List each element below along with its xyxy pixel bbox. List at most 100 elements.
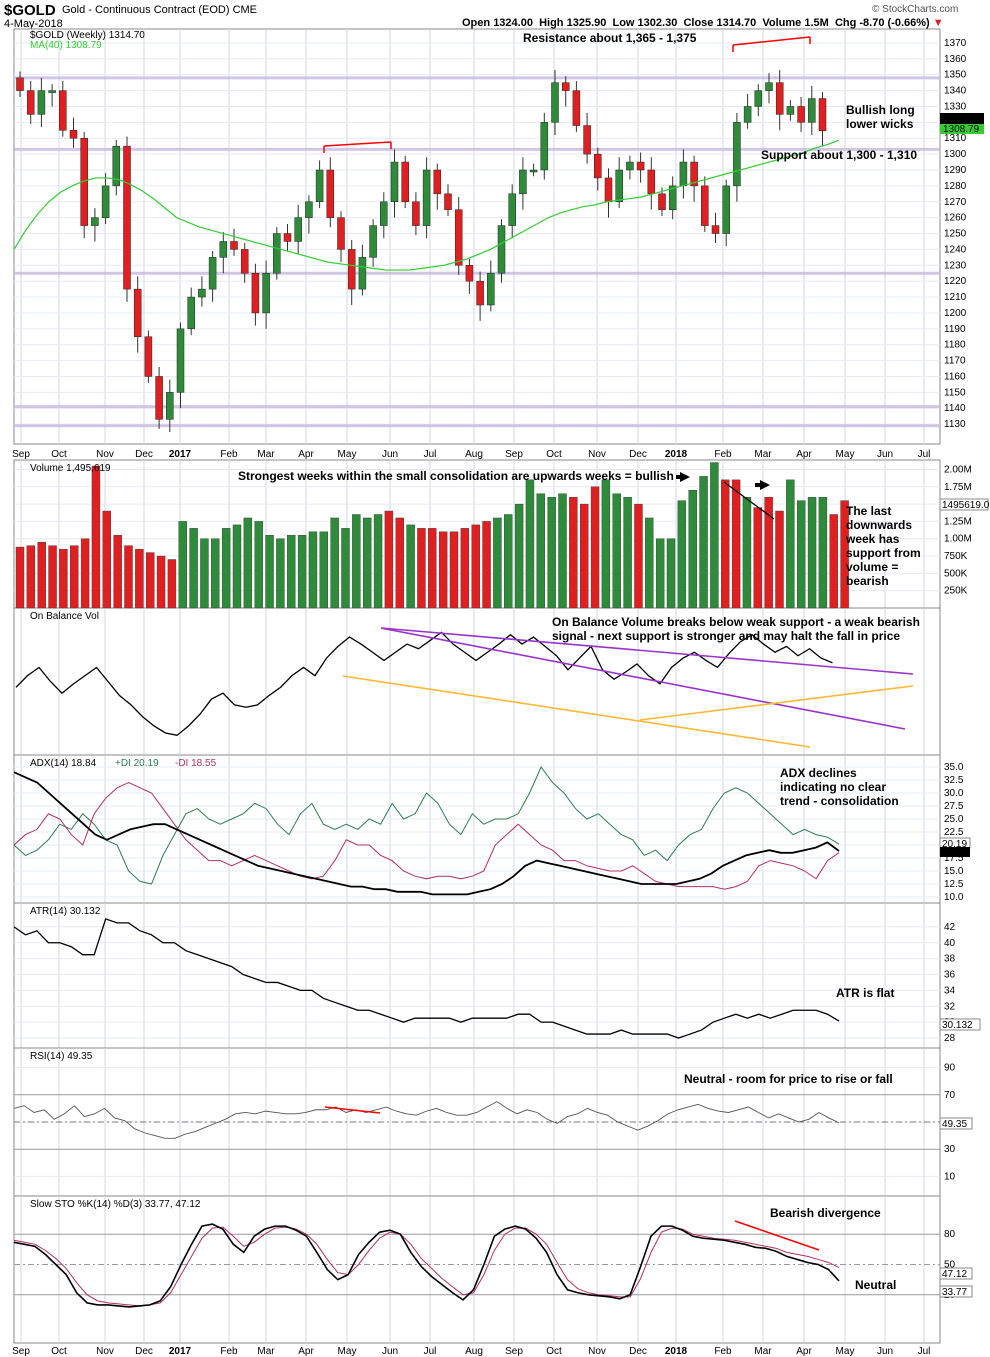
- volume-bar-down: [417, 528, 426, 609]
- candle-down: [454, 209, 463, 266]
- candle-down: [658, 193, 666, 210]
- volume-bar-up: [352, 514, 361, 609]
- arrow-icon: [680, 472, 690, 482]
- month-label-top: Jun: [382, 449, 398, 460]
- annotation-wicks-1: Bullish long: [846, 103, 915, 117]
- volume-bar-up: [547, 496, 556, 609]
- atr-title: ATR(14) 30.132: [30, 906, 101, 917]
- volume-last-box: [939, 498, 989, 511]
- sto-k-line: [13, 1223, 840, 1308]
- candle-down: [347, 249, 356, 290]
- candle-up: [722, 185, 730, 234]
- volume-bar-up: [504, 514, 513, 609]
- month-label-top: May: [338, 449, 357, 460]
- month-label-top: May: [836, 449, 855, 460]
- price-tick-label: 1260: [944, 213, 967, 224]
- candle-down: [476, 280, 484, 306]
- atr-tick-label: 28: [944, 1033, 956, 1044]
- month-label-top: Aug: [465, 449, 483, 460]
- candle-up: [765, 82, 773, 91]
- sto-redline: [734, 1220, 820, 1251]
- volume-bar-down: [80, 538, 90, 609]
- candle-down: [433, 169, 442, 195]
- candle-up: [519, 169, 527, 195]
- month-label-top: Mar: [754, 449, 772, 460]
- month-label-bottom: Mar: [257, 1346, 275, 1357]
- volume-bar-down: [15, 546, 25, 609]
- volume-bar-up: [406, 524, 415, 609]
- candle-up: [294, 217, 302, 242]
- panel-frame-6: [13, 1195, 941, 1344]
- volume-bar-up: [319, 531, 328, 609]
- volume-bar-down: [124, 545, 133, 609]
- annotation-wicks-2: lower wicks: [846, 117, 914, 131]
- price-tick-label: 1210: [944, 292, 967, 303]
- volume-bar-up: [265, 535, 274, 609]
- candle-up: [668, 185, 677, 210]
- annotation-rsi: Neutral - room for price to rise or fall: [684, 1072, 893, 1086]
- candle-up: [390, 161, 399, 203]
- volume-tick-label: 1.75M: [944, 482, 972, 493]
- month-label-bottom: 2017: [169, 1346, 192, 1357]
- sto-last-box: [939, 1285, 973, 1298]
- price-tick-label: 1150: [944, 387, 966, 398]
- volume-bar-down: [460, 528, 470, 609]
- arrow-icon: [755, 483, 760, 487]
- candle-up: [679, 161, 688, 187]
- adx-tick-label: 22.5: [944, 827, 964, 838]
- candle-up: [358, 257, 367, 290]
- volume-bar-down: [395, 517, 404, 609]
- candle-up: [198, 288, 206, 298]
- month-label-top: Feb: [714, 449, 732, 460]
- annotation-volume-note: volume =: [846, 560, 898, 574]
- volume-bar-down: [102, 510, 112, 609]
- volume-bar-up: [807, 496, 817, 609]
- month-label-top: Jul: [424, 449, 437, 460]
- price-tick-label: 1370: [944, 38, 967, 49]
- price-legend-ma: MA(40) 1308.79: [30, 40, 102, 51]
- volume-bar-up: [200, 538, 209, 609]
- candle-down: [636, 161, 645, 171]
- candle-up: [273, 233, 281, 274]
- rsi-redline: [324, 1106, 381, 1114]
- plusdi-line: [13, 766, 840, 885]
- volume-bar-down: [145, 552, 155, 609]
- candle-up: [208, 257, 217, 290]
- atr-last-box: [939, 1018, 981, 1031]
- month-label-top: Jun: [877, 449, 893, 460]
- candle-up: [315, 169, 324, 203]
- month-label-top: Oct: [51, 449, 67, 460]
- price-tick-label: 1130: [944, 419, 966, 430]
- candle-down: [133, 288, 142, 338]
- annotation-sto-divergence: Bearish divergence: [770, 1206, 881, 1220]
- month-label-bottom: Feb: [714, 1346, 732, 1357]
- volume-tick-label: 250K: [944, 586, 968, 597]
- plusdi-last-label: 20.19: [942, 839, 967, 850]
- obv-orange-trendline: [342, 675, 811, 748]
- rsi-line: [13, 1101, 840, 1139]
- price-last-box: [940, 113, 984, 125]
- volume-bar-up: [493, 517, 502, 609]
- volume-bar-up: [341, 528, 350, 609]
- month-label-top: Apr: [298, 449, 314, 460]
- rsi-tick-label: 70: [944, 1090, 956, 1101]
- sto-tick-label: 50: [944, 1260, 956, 1271]
- volume-bar-up: [276, 538, 285, 609]
- atr-tick-label: 32: [944, 1001, 956, 1012]
- volume-last-label: 1495619.0: [942, 500, 990, 511]
- price-tick-label: 1300: [944, 149, 967, 160]
- candle-down: [711, 225, 720, 234]
- month-label-bottom: Sep: [12, 1346, 30, 1357]
- ma40-line: [13, 139, 840, 271]
- volume-tick-label: 2.00M: [944, 464, 972, 475]
- sto-legend: Slow STO %K(14) %D(3) 33.77, 47.12: [30, 1199, 201, 1210]
- volume-bar-down: [764, 496, 773, 609]
- candle-up: [380, 201, 388, 226]
- arrow-icon: [676, 475, 681, 479]
- volume-bar-up: [742, 496, 752, 609]
- atr-tick-label: 40: [944, 938, 956, 949]
- volume-bar-up: [612, 493, 621, 609]
- candle-up: [551, 82, 559, 123]
- price-tick-label: 1240: [944, 244, 967, 255]
